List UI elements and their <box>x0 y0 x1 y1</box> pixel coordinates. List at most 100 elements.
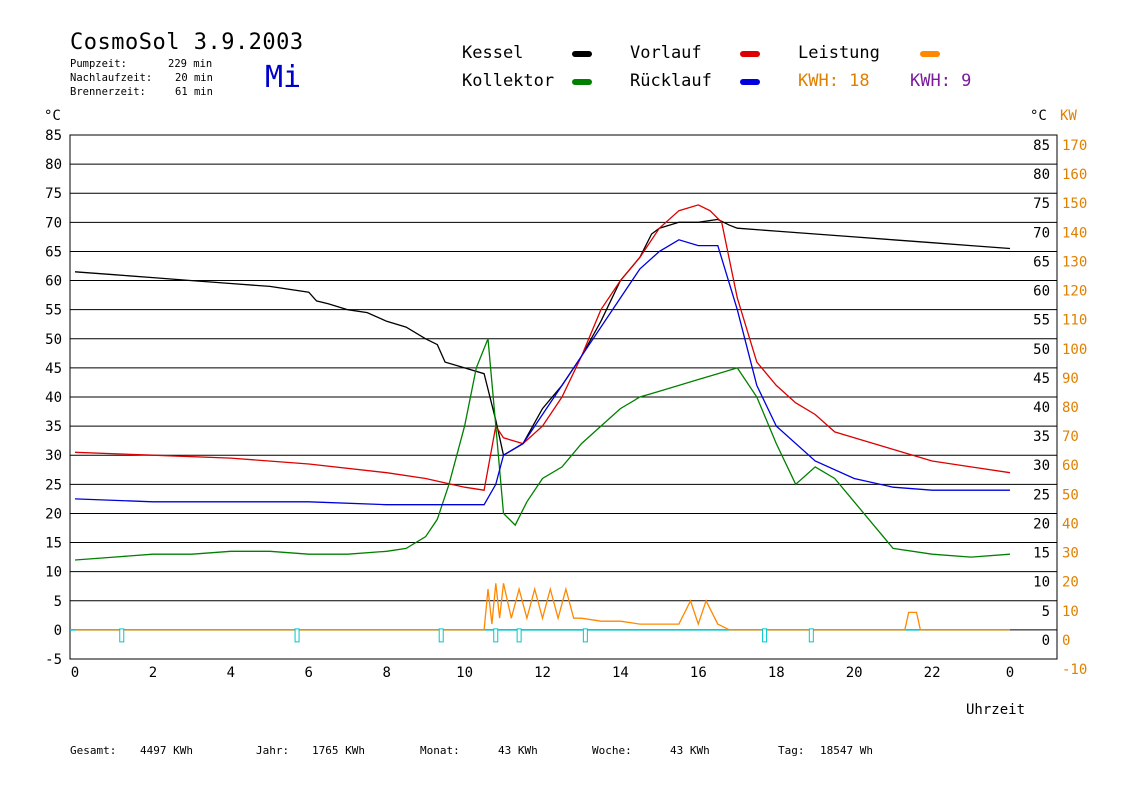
x-tick: 16 <box>690 665 707 681</box>
y-tick-right: 20 <box>1033 516 1050 532</box>
footer-jahr-value: 1765 KWh <box>312 744 365 757</box>
x-tick: 4 <box>227 665 235 681</box>
pump-marker <box>294 628 300 643</box>
y-tick-kw: -10 <box>1062 662 1087 678</box>
y-tick-kw: 120 <box>1062 284 1087 300</box>
y-tick-left: 45 <box>45 361 62 377</box>
y-tick-kw: 160 <box>1062 167 1087 183</box>
y-tick-kw: 110 <box>1062 313 1087 329</box>
y-tick-kw: 130 <box>1062 254 1087 270</box>
pump-marker <box>119 628 125 643</box>
footer-tag-label: Tag: <box>778 744 805 757</box>
y-axis-label-kw: KW <box>1060 108 1077 124</box>
chart-title: CosmoSol 3.9.2003 <box>70 30 304 55</box>
y-tick-right: 70 <box>1033 225 1050 241</box>
y-tick-kw: 60 <box>1062 458 1079 474</box>
y-tick-left: 70 <box>45 215 62 231</box>
legend-leistung-swatch <box>920 51 940 57</box>
pump-marker <box>516 628 522 643</box>
y-tick-right: 55 <box>1033 313 1050 329</box>
y-tick-right: 35 <box>1033 429 1050 445</box>
legend-kollektor-label: Kollektor <box>462 71 555 91</box>
x-tick: 18 <box>768 665 785 681</box>
y-tick-right: 45 <box>1033 371 1050 387</box>
legend-kollektor-swatch <box>572 79 592 85</box>
y-tick-kw: 40 <box>1062 516 1079 532</box>
series-line-vorlauf <box>74 204 1011 491</box>
y-tick-left: 65 <box>45 244 62 260</box>
y-tick-left: 10 <box>45 565 62 581</box>
y-axis-label-right: °C <box>1030 108 1047 124</box>
y-tick-left: 40 <box>45 390 62 406</box>
y-tick-left: 60 <box>45 274 62 290</box>
y-tick-left: 80 <box>45 157 62 173</box>
y-tick-left: 20 <box>45 506 62 522</box>
x-tick: 12 <box>534 665 551 681</box>
legend-kessel-label: Kessel <box>462 43 524 63</box>
footer-woche-value: 43 KWh <box>670 744 710 757</box>
y-tick-right: 15 <box>1033 546 1050 562</box>
y-tick-kw: 70 <box>1062 429 1079 445</box>
x-tick: 10 <box>456 665 473 681</box>
y-tick-right: 40 <box>1033 400 1050 416</box>
footer-tag-value: 18547 Wh <box>820 744 873 757</box>
series-line-leistung <box>75 583 1010 631</box>
stat-brenner-value: 61 min <box>175 86 213 98</box>
legend-kwh-orange: KWH: 18 <box>798 71 870 91</box>
y-tick-right: 50 <box>1033 342 1050 358</box>
y-tick-left: 75 <box>45 186 62 202</box>
y-tick-left: 50 <box>45 332 62 348</box>
x-tick: 6 <box>305 665 313 681</box>
y-tick-kw: 20 <box>1062 575 1079 591</box>
stat-brenner-label: Brennerzeit: <box>70 86 146 98</box>
y-tick-right: 65 <box>1033 254 1050 270</box>
y-tick-left: 35 <box>45 419 62 435</box>
legend-leistung-label: Leistung <box>798 43 880 63</box>
y-tick-left: 85 <box>45 128 62 144</box>
y-tick-kw: 100 <box>1062 342 1087 358</box>
x-tick: 20 <box>846 665 863 681</box>
y-tick-kw: 0 <box>1062 633 1070 649</box>
x-tick: 22 <box>924 665 941 681</box>
y-tick-right: 30 <box>1033 458 1050 474</box>
series-line-kollektor <box>74 338 1011 561</box>
stat-nachlauf-value: 20 min <box>175 72 213 84</box>
footer-monat-label: Monat: <box>420 744 460 757</box>
y-tick-kw: 80 <box>1062 400 1079 416</box>
pump-marker <box>582 628 588 643</box>
y-tick-right: 75 <box>1033 196 1050 212</box>
y-tick-kw: 30 <box>1062 546 1079 562</box>
pump-marker <box>493 628 499 643</box>
legend-vorlauf-swatch <box>740 51 760 57</box>
y-tick-kw: 140 <box>1062 225 1087 241</box>
y-tick-left: 25 <box>45 477 62 493</box>
y-tick-right: 80 <box>1033 167 1050 183</box>
y-tick-kw: 150 <box>1062 196 1087 212</box>
y-axis-label-left: °C <box>44 108 61 124</box>
stat-pumpzeit-label: Pumpzeit: <box>70 58 127 70</box>
footer-monat-value: 43 KWh <box>498 744 538 757</box>
y-tick-left: 30 <box>45 448 62 464</box>
legend-ruecklauf-swatch <box>740 79 760 85</box>
y-tick-right: 10 <box>1033 575 1050 591</box>
pump-marker <box>762 628 768 643</box>
legend-ruecklauf-label: Rücklauf <box>630 71 712 91</box>
pump-marker <box>808 628 814 643</box>
footer-gesamt-value: 4497 KWh <box>140 744 193 757</box>
y-tick-kw: 10 <box>1062 604 1079 620</box>
y-tick-kw: 170 <box>1062 138 1087 154</box>
x-tick: 0 <box>1006 665 1014 681</box>
y-tick-right: 5 <box>1042 604 1050 620</box>
y-tick-left: 0 <box>54 623 62 639</box>
y-tick-left: 15 <box>45 536 62 552</box>
y-tick-left: -5 <box>45 652 62 668</box>
x-tick: 14 <box>612 665 629 681</box>
pump-marker <box>438 628 444 643</box>
x-axis-label: Uhrzeit <box>966 702 1025 718</box>
stat-pumpzeit-value: 229 min <box>168 58 213 70</box>
y-tick-right: 25 <box>1033 487 1050 503</box>
footer-gesamt-label: Gesamt: <box>70 744 117 757</box>
series-line-rücklauf <box>74 239 1010 506</box>
y-tick-left: 55 <box>45 303 62 319</box>
